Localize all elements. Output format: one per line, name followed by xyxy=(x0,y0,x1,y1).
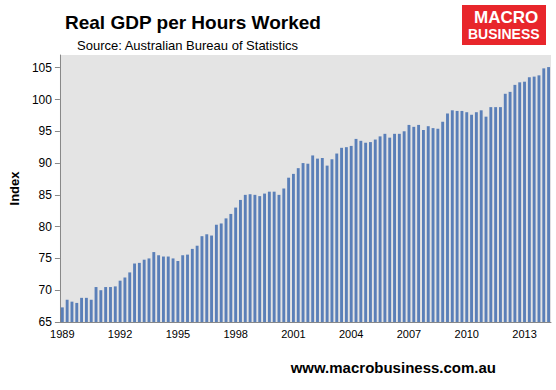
svg-text:1989: 1989 xyxy=(50,328,74,340)
svg-text:75: 75 xyxy=(39,251,53,265)
svg-text:65: 65 xyxy=(38,315,52,329)
svg-text:www.macrobusiness.com.au: www.macrobusiness.com.au xyxy=(290,359,496,376)
svg-text:80: 80 xyxy=(39,220,53,234)
svg-text:1995: 1995 xyxy=(166,328,190,340)
svg-text:100: 100 xyxy=(32,93,52,107)
svg-text:2010: 2010 xyxy=(455,328,479,340)
svg-text:105: 105 xyxy=(32,61,52,75)
svg-text:Index: Index xyxy=(7,171,22,206)
svg-text:Source: Australian Bureau of S: Source: Australian Bureau of Statistics xyxy=(77,38,299,53)
svg-text:2001: 2001 xyxy=(281,328,305,340)
svg-text:70: 70 xyxy=(39,283,53,297)
svg-text:90: 90 xyxy=(39,156,53,170)
svg-text:2007: 2007 xyxy=(397,328,421,340)
svg-text:1998: 1998 xyxy=(223,328,247,340)
svg-text:2004: 2004 xyxy=(339,328,363,340)
svg-text:MACRO: MACRO xyxy=(474,8,538,27)
svg-text:BUSINESS: BUSINESS xyxy=(468,26,540,42)
svg-text:2013: 2013 xyxy=(512,328,536,340)
svg-text:95: 95 xyxy=(39,124,53,138)
svg-text:85: 85 xyxy=(39,188,53,202)
svg-text:Real GDP per Hours Worked: Real GDP per Hours Worked xyxy=(65,12,321,33)
svg-text:1992: 1992 xyxy=(108,328,132,340)
